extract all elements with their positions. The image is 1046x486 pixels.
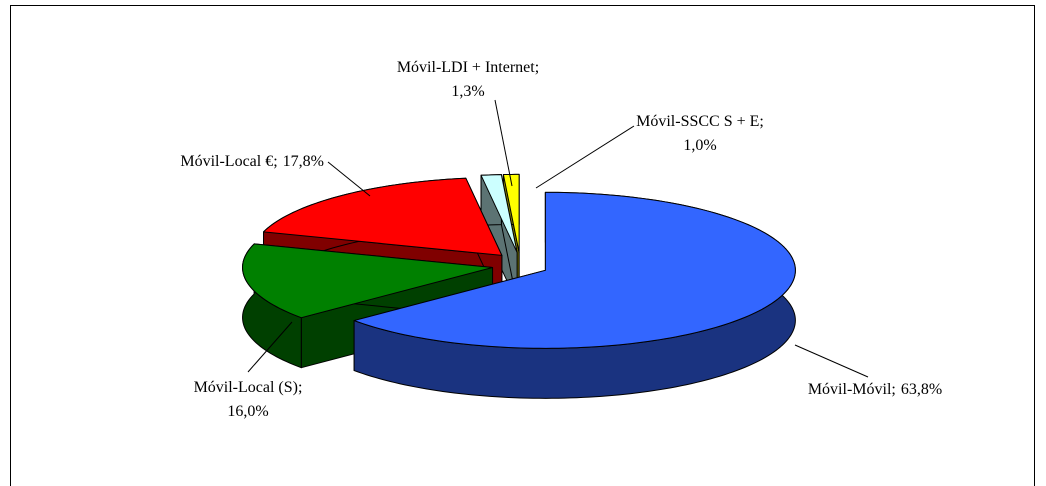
value-label: 1,0% bbox=[683, 137, 716, 154]
pie-slice bbox=[242, 243, 494, 369]
leader-line bbox=[247, 321, 293, 373]
category-label: Móvil-Local €; bbox=[180, 153, 277, 170]
pie-slice bbox=[353, 191, 796, 399]
value-label: 1,3% bbox=[451, 83, 484, 100]
data-label: Móvil-Local (S); 16,0% bbox=[194, 379, 303, 420]
slice-top bbox=[353, 191, 796, 349]
category-label: Móvil-SSCC S + E; bbox=[636, 113, 764, 130]
value-label: 16,0% bbox=[227, 403, 268, 420]
category-label: Móvil-LDI + Internet; bbox=[397, 59, 539, 76]
leader-line bbox=[494, 99, 513, 187]
data-label: Móvil-SSCC S + E; 1,0% bbox=[636, 113, 764, 154]
leader-line bbox=[327, 161, 371, 197]
slice-top bbox=[242, 243, 494, 319]
data-label: Móvil-LDI + Internet; 1,3% bbox=[397, 59, 539, 100]
chart-frame bbox=[10, 5, 1035, 486]
leader-line bbox=[794, 344, 869, 378]
value-label: 63,8% bbox=[901, 381, 942, 398]
data-label: Móvil-Móvil; 63,8% bbox=[808, 381, 942, 398]
leader-line bbox=[535, 125, 635, 189]
value-label: 17,8% bbox=[283, 153, 324, 170]
data-label: Móvil-Local €; 17,8% bbox=[180, 153, 324, 170]
category-label: Móvil-Local (S); bbox=[194, 379, 303, 396]
slice-top bbox=[480, 174, 518, 253]
category-label: Móvil-Móvil; bbox=[808, 381, 896, 398]
slice-top bbox=[502, 173, 520, 253]
slice-top bbox=[263, 177, 503, 256]
pie-slice bbox=[480, 174, 518, 303]
